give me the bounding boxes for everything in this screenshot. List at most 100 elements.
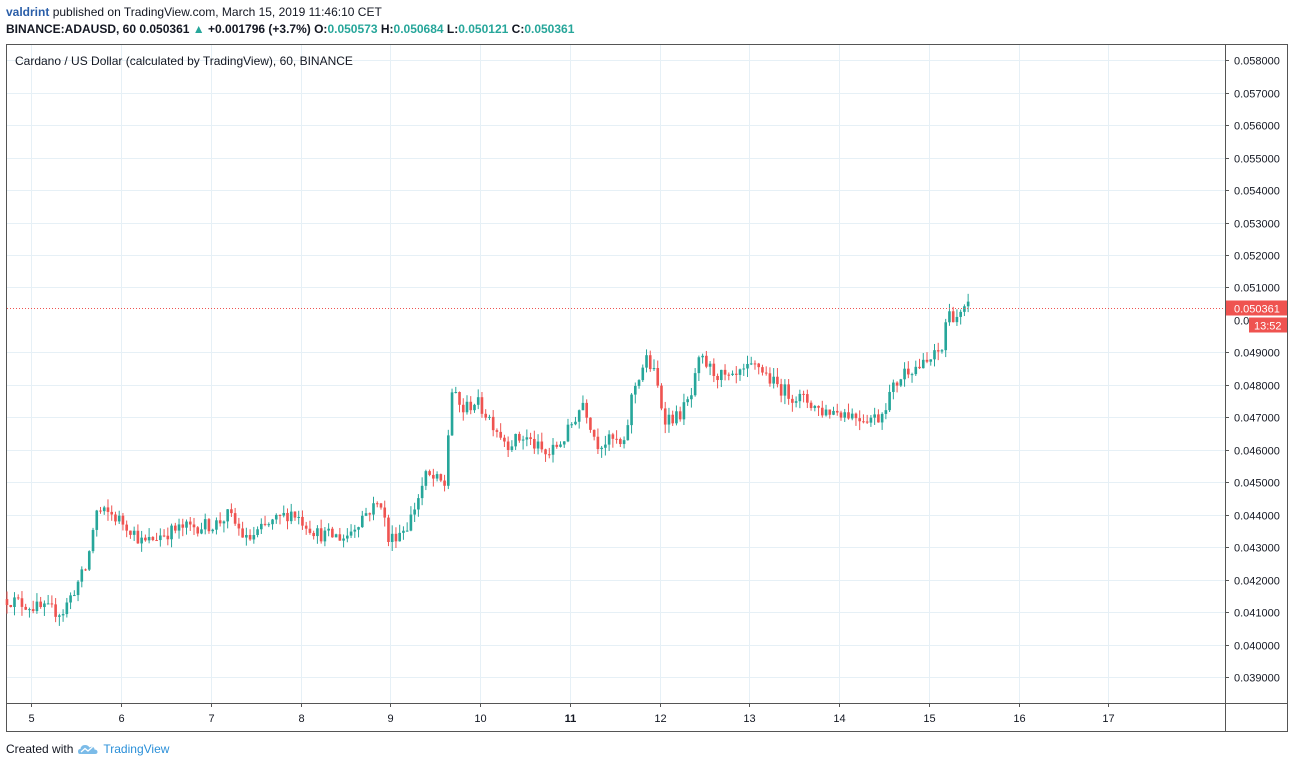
candle-body <box>278 514 282 516</box>
candle-body <box>514 433 517 447</box>
candle-body <box>936 350 940 352</box>
candle-body <box>9 605 13 607</box>
candle-body <box>364 513 368 516</box>
candle-body <box>327 528 330 531</box>
candle-body <box>241 528 244 538</box>
candle-body <box>398 532 401 542</box>
candle-body <box>132 530 136 535</box>
time-tick-label: 14 <box>833 713 845 725</box>
candle-body <box>951 311 955 323</box>
candle-body <box>188 521 192 525</box>
candle-body <box>428 471 431 475</box>
candle-body <box>43 603 46 608</box>
candle-body <box>686 399 689 403</box>
author-name[interactable]: valdrint <box>6 5 50 19</box>
candle-body <box>506 441 510 450</box>
countdown-badge <box>1249 317 1287 333</box>
candle-body <box>925 359 929 362</box>
candle-body <box>256 529 259 536</box>
price-tick-label: 0.039000 <box>1234 673 1280 685</box>
candle-body <box>151 536 155 541</box>
high-label: H: <box>380 22 394 36</box>
candle-body <box>387 517 390 542</box>
price-tick-label: 0.052000 <box>1234 251 1280 263</box>
price-tick-label: 0.043000 <box>1234 543 1280 555</box>
chart-grid <box>7 44 1225 703</box>
candle-body <box>297 516 301 518</box>
candle-body <box>869 417 873 423</box>
candle-body <box>503 437 506 442</box>
candle-body <box>854 413 858 419</box>
published-text: published on TradingView.com, March 15, … <box>52 5 382 19</box>
candle-body <box>749 363 753 365</box>
candle-body <box>469 401 473 411</box>
candle-body <box>289 511 293 522</box>
time-axis[interactable]: 5 6 7 8 9 10 11 12 13 14 15 16 17 <box>7 703 1288 725</box>
candle-body <box>906 368 910 375</box>
candle-body <box>211 529 215 532</box>
publish-info: valdrint published on TradingView.com, M… <box>6 5 382 19</box>
candle-body <box>181 524 185 528</box>
candle-body <box>966 301 970 307</box>
candle-body <box>738 369 742 375</box>
candle-body <box>245 534 248 538</box>
candle-body <box>13 597 16 607</box>
candle-body <box>547 454 551 456</box>
candle-body <box>390 533 394 542</box>
candle-body <box>791 398 794 403</box>
price-tick-label: 0.042000 <box>1234 576 1280 588</box>
candle-body <box>641 367 645 381</box>
candle-body <box>809 402 813 409</box>
candle-body <box>252 535 256 540</box>
chart-title: Cardano / US Dollar (calculated by Tradi… <box>15 54 353 68</box>
candle-body <box>458 391 461 405</box>
candle-body <box>420 485 424 499</box>
candle-body <box>16 597 20 599</box>
candle-body <box>779 384 783 396</box>
candle-body <box>200 529 203 534</box>
candle-body <box>929 359 933 362</box>
candle-body <box>712 363 716 376</box>
price-axis[interactable]: 0.058000 0.057000 0.056000 0.055000 0.054000… <box>1225 44 1280 731</box>
candle-body <box>84 569 87 571</box>
tradingview-cloud-icon <box>78 745 98 754</box>
candle-body <box>95 510 99 530</box>
candle-body <box>491 416 495 431</box>
candle-body <box>405 530 409 532</box>
price-tick-label: 0.058000 <box>1234 56 1280 68</box>
price-tick-label: 0.045000 <box>1234 478 1280 490</box>
candle-body <box>607 434 611 445</box>
candle-body <box>155 540 158 542</box>
price-tick-label: 0.057000 <box>1234 89 1280 101</box>
candle-body <box>185 521 188 528</box>
candle-body <box>596 436 600 450</box>
candle-body <box>813 405 817 409</box>
candle-body <box>570 424 574 426</box>
candle-body <box>772 376 775 384</box>
candle-body <box>99 510 102 512</box>
candle-body <box>626 425 630 441</box>
candle-body <box>843 412 847 418</box>
candle-body <box>529 437 532 439</box>
candle-body <box>166 535 170 540</box>
candle-body <box>349 531 353 536</box>
candle-body <box>742 368 746 370</box>
candle-body <box>660 385 663 409</box>
candle-body <box>319 528 323 542</box>
candle-body <box>615 438 618 440</box>
candle-body <box>918 366 921 369</box>
candle-body <box>233 513 237 524</box>
candle-body <box>218 520 222 524</box>
candle-body <box>544 449 547 455</box>
candle-body <box>215 520 218 530</box>
candle-body <box>76 581 80 596</box>
candle-body <box>293 511 297 518</box>
price-tick-label: 0.047000 <box>1234 413 1280 425</box>
candle-body <box>495 430 499 432</box>
candle-body <box>443 480 446 486</box>
candle-body <box>723 369 727 375</box>
candle-body <box>248 534 252 540</box>
tradingview-link[interactable]: TradingView <box>103 742 170 756</box>
